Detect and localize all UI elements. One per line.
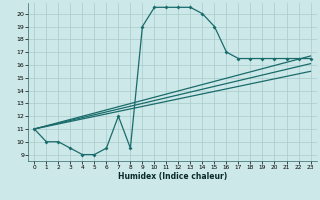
X-axis label: Humidex (Indice chaleur): Humidex (Indice chaleur)	[118, 172, 227, 181]
